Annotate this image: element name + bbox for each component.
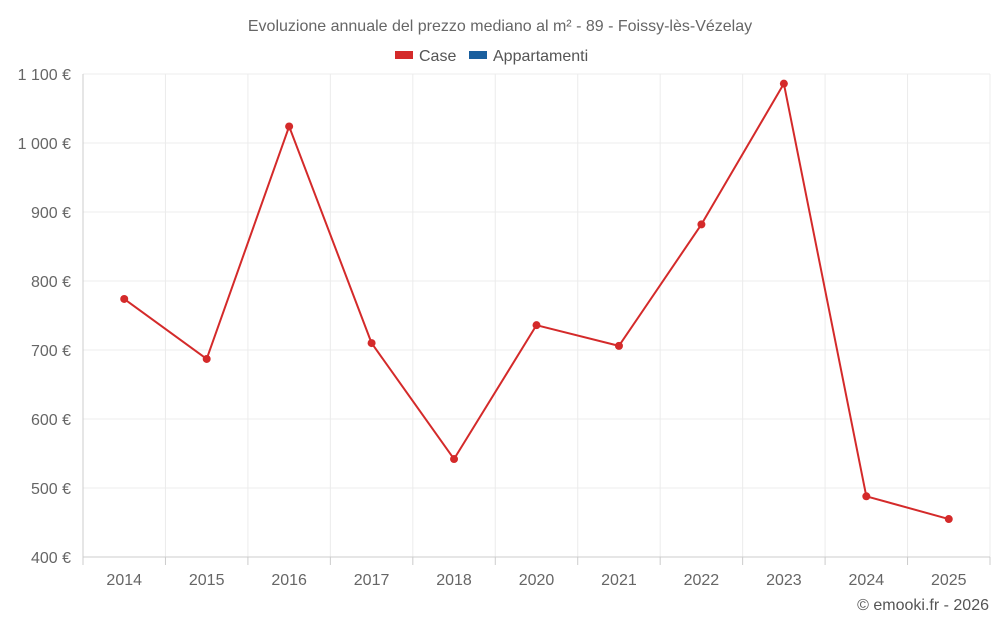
chart-title: Evoluzione annuale del prezzo mediano al…: [248, 18, 752, 35]
x-tick-label: 2025: [931, 572, 967, 589]
data-point[interactable]: [285, 122, 294, 131]
data-point[interactable]: [697, 220, 706, 229]
y-tick-label: 1 000 €: [18, 136, 71, 153]
credit-text: © emooki.fr - 2026: [857, 597, 989, 614]
data-point[interactable]: [120, 294, 129, 303]
data-point[interactable]: [944, 515, 953, 524]
series-layer: [120, 79, 953, 524]
legend-label-case: Case: [419, 48, 456, 65]
legend-item-appartamenti[interactable]: Appartamenti: [469, 48, 588, 65]
y-tick-label: 500 €: [31, 481, 71, 498]
x-tick-label: 2024: [849, 572, 885, 589]
x-tick-label: 2016: [271, 572, 307, 589]
y-tick-label: 400 €: [31, 550, 71, 567]
data-point[interactable]: [779, 79, 788, 88]
x-tick-label: 2021: [601, 572, 637, 589]
legend-swatch-case: [395, 51, 413, 59]
data-point[interactable]: [532, 321, 541, 330]
y-axis: 400 € 500 € 600 € 700 € 800 € 900 € 1 000 € 1 1…: [18, 67, 84, 567]
x-tick-label: 2018: [436, 572, 472, 589]
data-point[interactable]: [202, 354, 211, 363]
legend-swatch-appartamenti: [469, 51, 487, 59]
x-tick-label: 2020: [519, 572, 555, 589]
y-tick-label: 800 €: [31, 274, 71, 291]
x-axis: 2014 2015 2016 2017 2018 2020 2021 2022 2023 2024…: [82, 556, 991, 589]
x-tick-label: 2017: [354, 572, 390, 589]
y-tick-label: 1 100 €: [18, 67, 71, 84]
y-tick-label: 900 €: [31, 205, 71, 222]
x-tick-label: 2022: [684, 572, 720, 589]
grid: [82, 73, 991, 557]
legend-label-appartamenti: Appartamenti: [493, 48, 588, 65]
x-tick-label: 2023: [766, 572, 802, 589]
x-tick-label: 2014: [106, 572, 142, 589]
data-point[interactable]: [367, 339, 376, 348]
legend-item-case[interactable]: Case: [395, 48, 456, 65]
y-tick-label: 600 €: [31, 412, 71, 429]
legend: Case Appartamenti: [395, 48, 588, 65]
data-point[interactable]: [862, 492, 871, 501]
data-point[interactable]: [450, 455, 459, 464]
y-tick-label: 700 €: [31, 343, 71, 360]
x-tick-label: 2015: [189, 572, 225, 589]
data-point[interactable]: [614, 341, 623, 350]
